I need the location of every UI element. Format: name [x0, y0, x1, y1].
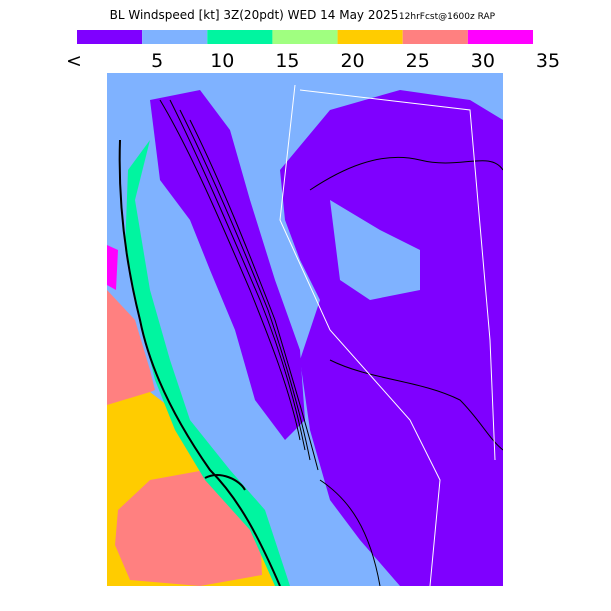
colorbar-segment — [142, 30, 208, 44]
colorbar-label: 10 — [210, 50, 234, 72]
colorbar-label: 25 — [406, 50, 430, 72]
coastal-band — [125, 140, 290, 586]
colorbar-segment — [337, 30, 403, 44]
map — [107, 73, 503, 586]
borders — [279, 84, 496, 586]
colorbar-segment — [467, 30, 533, 44]
contours — [118, 99, 503, 586]
ocean-area — [107, 290, 155, 410]
colorbar-segment — [402, 30, 468, 44]
colorbar-segment — [272, 30, 338, 44]
colorbar-segment — [77, 30, 143, 44]
colorbar-segment — [207, 30, 273, 44]
colorbar-label: 20 — [340, 50, 364, 72]
calm-patch — [255, 340, 280, 400]
wind-patch — [330, 200, 420, 300]
colorbar-label: < — [66, 50, 82, 72]
colorbar-label: 15 — [275, 50, 299, 72]
subtitle: 12hrFcst@1600z RAP — [399, 12, 496, 22]
colorbar-label: 35 — [536, 50, 560, 72]
strong-wind-patch — [107, 245, 118, 290]
colorbar: <5 10 15 20 25 30 35 — [66, 30, 560, 72]
colorbar-label: 30 — [471, 50, 495, 72]
colorbar-label: 5 — [151, 50, 163, 72]
title: BL Windspeed [kt] 3Z(20pdt) WED 14 May 2… — [110, 8, 399, 22]
